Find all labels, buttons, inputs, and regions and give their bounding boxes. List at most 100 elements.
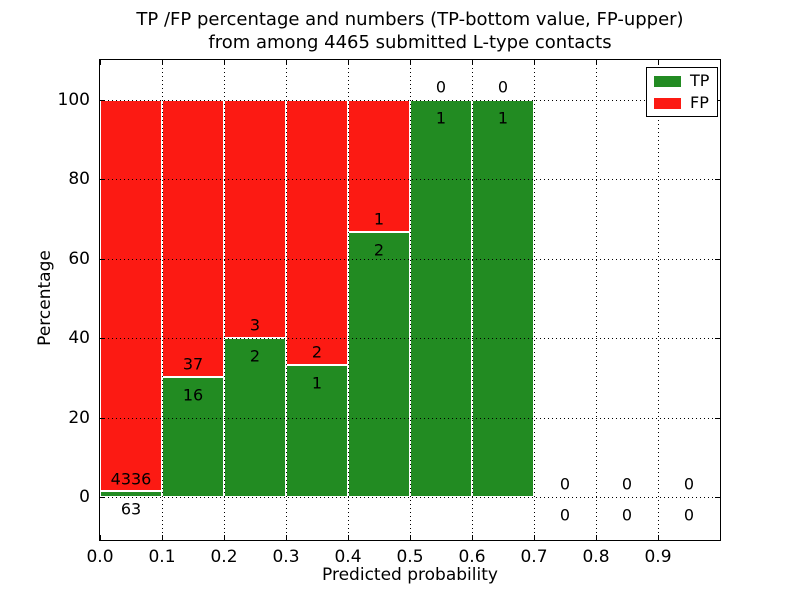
y-tick-label: 80 <box>68 169 90 190</box>
bars-layer <box>100 60 720 540</box>
legend-entry-tp: TP <box>647 70 717 92</box>
y-tick-label: 100 <box>57 89 90 110</box>
tp-count-label: 63 <box>120 499 142 519</box>
fp-bar-segment <box>286 99 348 365</box>
fp-legend-label: FP <box>690 93 709 112</box>
fp-count-label: 0 <box>621 474 633 494</box>
fp-count-label: 0 <box>683 474 695 494</box>
vertical-gridline <box>410 60 411 540</box>
x-tick-label: 0.2 <box>210 547 238 567</box>
chart-title-line2: from among 4465 submitted L-type contact… <box>208 32 612 53</box>
fp-count-label: 1 <box>373 209 385 229</box>
y-tick-label: 20 <box>68 407 90 428</box>
x-tick-mark <box>534 535 535 540</box>
tp-bar-segment <box>100 491 162 498</box>
x-tick-label: 0.8 <box>582 547 610 567</box>
tp-count-label: 1 <box>497 108 509 128</box>
y-tick-label: 60 <box>68 248 90 269</box>
tp-count-label: 2 <box>249 346 261 366</box>
y-tick-mark <box>715 418 720 419</box>
legend-entry-fp: FP <box>647 92 717 114</box>
tp-count-label: 0 <box>559 505 571 525</box>
fp-legend-swatch-icon <box>654 97 681 109</box>
fp-count-label: 4336 <box>110 469 152 489</box>
fp-bar-segment <box>100 99 162 492</box>
x-tick-mark <box>162 60 163 65</box>
chart-title-line1: TP /FP percentage and numbers (TP-bottom… <box>136 9 684 30</box>
fp-count-label: 0 <box>497 77 509 97</box>
y-tick-mark <box>100 497 105 498</box>
x-tick-label: 0.0 <box>86 547 114 567</box>
vertical-gridline <box>472 60 473 540</box>
y-tick-mark <box>715 338 720 339</box>
vertical-gridline <box>534 60 535 540</box>
y-tick-label: 0 <box>79 487 90 508</box>
x-tick-mark <box>286 60 287 65</box>
x-tick-mark <box>348 60 349 65</box>
x-tick-mark <box>410 60 411 65</box>
fp-count-label: 0 <box>435 77 447 97</box>
tp-legend-label: TP <box>690 71 710 90</box>
x-tick-mark <box>100 60 101 65</box>
y-tick-mark <box>715 259 720 260</box>
vertical-gridline <box>224 60 225 540</box>
fp-count-label: 3 <box>249 315 261 335</box>
x-tick-label: 0.1 <box>148 547 176 567</box>
x-tick-label: 0.5 <box>396 547 424 567</box>
tp-bar-segment <box>286 364 348 498</box>
y-tick-mark <box>100 179 105 180</box>
x-tick-mark <box>410 535 411 540</box>
vertical-gridline <box>658 60 659 540</box>
tp-count-label: 2 <box>373 240 385 260</box>
vertical-gridline <box>596 60 597 540</box>
tp-legend-swatch-icon <box>654 75 681 87</box>
y-tick-mark <box>100 338 105 339</box>
x-tick-mark <box>472 535 473 540</box>
vertical-gridline <box>348 60 349 540</box>
y-tick-mark <box>100 418 105 419</box>
x-tick-mark <box>224 535 225 540</box>
tp-bar-segment <box>348 232 410 498</box>
x-tick-mark <box>348 535 349 540</box>
y-tick-label: 40 <box>68 328 90 349</box>
tp-count-label: 1 <box>435 108 447 128</box>
vertical-gridline <box>162 60 163 540</box>
x-tick-mark <box>286 535 287 540</box>
fp-bar-segment <box>348 99 410 233</box>
ticks-layer: 0.0 0.1 0.2 0.3 0.4 0.5 0.6 0.7 0.8 0.9 0 20 40 60 80 1… <box>58 60 720 567</box>
x-tick-mark <box>596 535 597 540</box>
x-tick-mark <box>596 60 597 65</box>
x-tick-label: 0.7 <box>520 547 548 567</box>
tp-count-label: 0 <box>683 505 695 525</box>
x-tick-label: 0.9 <box>644 547 672 567</box>
x-tick-mark <box>534 60 535 65</box>
bar-labels-layer: 4336 63 37 16 3 2 2 1 1 2 0 1 0 1 0 0 0 0 0 0 <box>100 60 720 540</box>
chart-title: TP /FP percentage and numbers (TP-bottom… <box>20 8 800 54</box>
y-tick-mark <box>100 259 105 260</box>
fp-count-label: 37 <box>182 354 204 374</box>
y-tick-mark <box>715 179 720 180</box>
tp-count-label: 1 <box>311 373 323 393</box>
x-tick-mark <box>100 535 101 540</box>
tp-count-label: 0 <box>621 505 633 525</box>
y-tick-mark <box>100 100 105 101</box>
y-tick-mark <box>715 497 720 498</box>
fp-bar-segment <box>162 99 224 378</box>
x-tick-label: 0.4 <box>334 547 362 567</box>
fp-count-label: 2 <box>311 342 323 362</box>
x-tick-mark <box>472 60 473 65</box>
tp-bar-segment <box>472 99 534 498</box>
tp-bar-segment <box>224 338 286 498</box>
x-tick-mark <box>162 535 163 540</box>
fp-count-label: 0 <box>559 474 571 494</box>
x-tick-mark <box>658 60 659 65</box>
plot-area: 4336 63 37 16 3 2 2 1 1 2 0 1 0 1 0 0 0 0 0 0 0.0 0.1 0.2 0.3 0… <box>58 59 721 567</box>
x-tick-label: 0.3 <box>272 547 300 567</box>
x-axis-label: Predicted probability <box>322 565 498 585</box>
grid-layer <box>100 60 720 540</box>
x-tick-label: 0.6 <box>458 547 486 567</box>
x-tick-mark <box>224 60 225 65</box>
legend: TP FP <box>646 67 718 117</box>
tp-count-label: 16 <box>182 385 204 405</box>
